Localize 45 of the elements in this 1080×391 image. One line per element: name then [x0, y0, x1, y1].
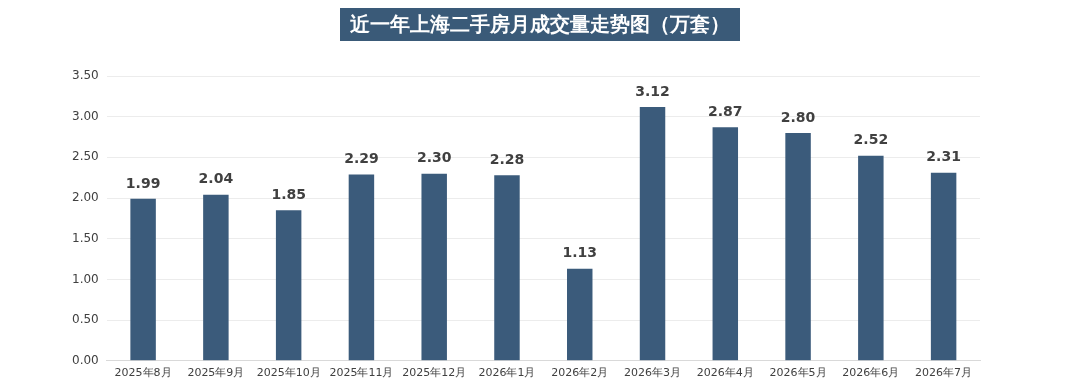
bar — [639, 106, 666, 361]
x-tick-label: 2026年5月 — [769, 366, 827, 380]
x-tick-label: 2025年9月 — [187, 366, 245, 380]
y-tick-label: 3.00 — [72, 108, 99, 123]
bar — [275, 210, 302, 361]
bar — [930, 172, 957, 361]
data-label: 2.29 — [344, 150, 379, 167]
x-tick-label: 2026年2月 — [551, 366, 609, 380]
y-tick-label: 1.00 — [72, 271, 99, 286]
x-tick-label: 2026年1月 — [478, 366, 536, 380]
bar — [203, 194, 229, 361]
data-label: 2.30 — [416, 149, 452, 166]
bar — [785, 132, 811, 361]
bar — [348, 174, 375, 361]
data-label: 1.85 — [271, 185, 306, 202]
data-label: 1.13 — [562, 244, 598, 261]
x-tick-label: 2026年6月 — [842, 366, 900, 380]
data-label: 1.99 — [125, 174, 161, 191]
y-tick-label: 2.50 — [72, 149, 99, 164]
bar — [130, 198, 156, 361]
chart-title: 近一年上海二手房月成交量走势图（万套） — [340, 8, 740, 41]
data-label: 2.28 — [489, 150, 525, 167]
bar — [494, 175, 520, 361]
y-tick-label: 1.50 — [72, 230, 99, 245]
x-tick-label: 2026年3月 — [624, 366, 682, 380]
y-tick-label: 2.00 — [72, 190, 99, 205]
data-label: 2.80 — [780, 108, 816, 125]
x-tick-label: 2025年10月 — [256, 366, 321, 380]
bar — [421, 173, 447, 361]
data-label: 2.31 — [926, 148, 961, 165]
data-label: 2.52 — [853, 131, 889, 148]
data-label: 2.87 — [708, 102, 743, 119]
bar — [567, 268, 593, 361]
data-label: 2.04 — [198, 170, 234, 187]
bar — [858, 155, 884, 361]
x-tick-label: 2025年8月 — [114, 366, 172, 380]
y-tick-label: 0.50 — [72, 312, 99, 327]
bar — [712, 127, 739, 361]
data-label: 3.12 — [635, 82, 670, 99]
x-tick-label: 2026年4月 — [696, 366, 754, 380]
x-tick-label: 2025年11月 — [329, 366, 394, 380]
y-tick-label: 0.00 — [72, 352, 99, 367]
x-tick-label: 2026年7月 — [915, 366, 973, 380]
x-tick-label: 2025年12月 — [402, 366, 467, 380]
y-tick-label: 3.50 — [72, 68, 99, 83]
